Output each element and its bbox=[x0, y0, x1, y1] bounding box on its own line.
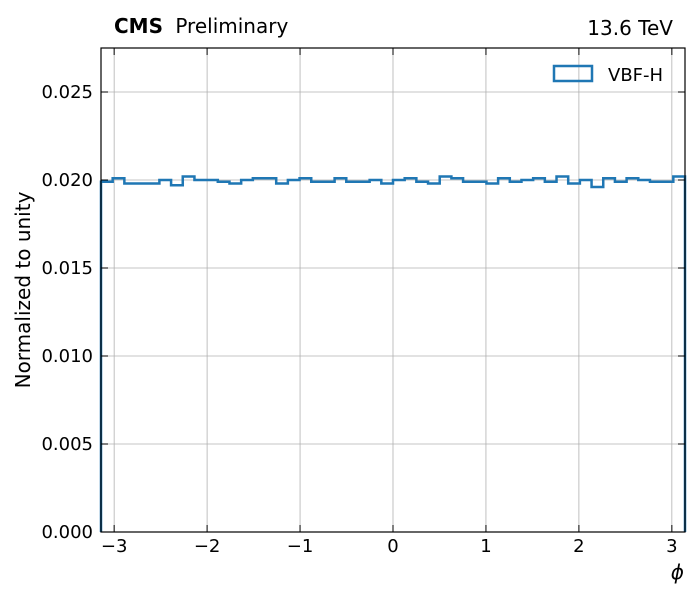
y-tick-label: 0.005 bbox=[41, 434, 93, 455]
y-tick-label: 0.025 bbox=[41, 82, 93, 103]
y-tick-label: 0.000 bbox=[41, 522, 93, 543]
legend-label: VBF-H bbox=[608, 65, 663, 86]
y-tick-label: 0.020 bbox=[41, 170, 93, 191]
legend-swatch bbox=[552, 64, 594, 83]
y-tick-label: 0.015 bbox=[41, 258, 93, 279]
legend: VBF-H bbox=[552, 64, 663, 86]
x-tick-label: −3 bbox=[101, 536, 128, 557]
y-axis: 0.000 0.005 0.010 0.015 0.020 0.025 bbox=[41, 82, 685, 543]
x-tick-label: −1 bbox=[287, 536, 314, 557]
x-axis: −3 −2 −1 0 1 2 3 bbox=[101, 48, 678, 557]
y-axis-label: Normalized to unity bbox=[11, 191, 35, 388]
cms-label-status: Preliminary bbox=[175, 14, 288, 38]
x-tick-label: 2 bbox=[573, 536, 584, 557]
x-axis-label: ϕ bbox=[671, 560, 684, 584]
x-tick-label: 0 bbox=[387, 536, 398, 557]
x-tick-label: 3 bbox=[666, 536, 677, 557]
histogram-series bbox=[99, 175, 687, 532]
grid bbox=[101, 48, 685, 532]
y-tick-label: 0.010 bbox=[41, 346, 93, 367]
energy-label: 13.6 TeV bbox=[587, 16, 673, 40]
histogram-step-line bbox=[99, 175, 687, 532]
cms-label: CMS Preliminary bbox=[114, 14, 288, 38]
cms-label-bold: CMS bbox=[114, 14, 163, 38]
x-tick-label: −2 bbox=[194, 536, 221, 557]
x-tick-label: 1 bbox=[480, 536, 491, 557]
